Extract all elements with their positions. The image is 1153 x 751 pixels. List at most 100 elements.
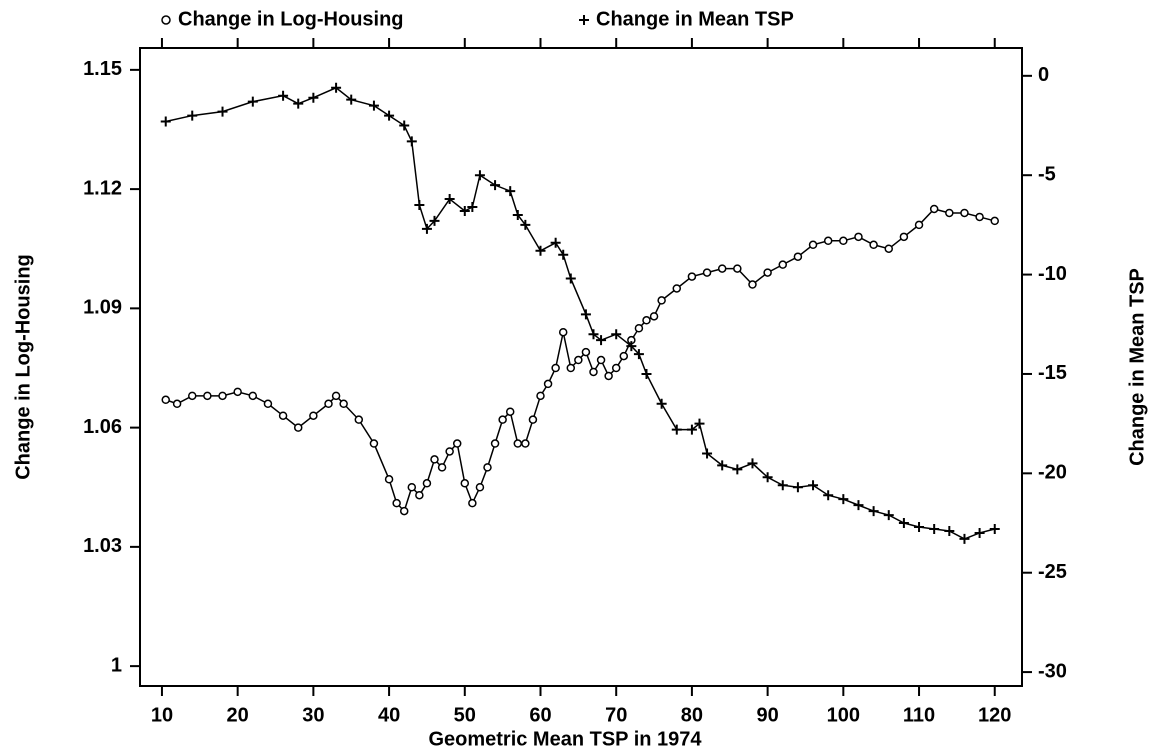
point-marker (914, 521, 925, 532)
point-marker (747, 458, 758, 469)
y2-tick-label: -30 (1038, 660, 1067, 682)
point-marker (974, 527, 985, 538)
point-marker (369, 439, 379, 448)
y-tick-label: 1 (111, 654, 122, 676)
legend-marker (579, 15, 589, 25)
y-tick-label: 1.09 (83, 297, 122, 319)
legend-label: Change in Mean TSP (596, 8, 794, 30)
point-marker (535, 245, 546, 256)
point-marker (596, 335, 607, 346)
point-marker (558, 327, 568, 337)
point-marker (429, 215, 440, 226)
point-marker (581, 347, 591, 357)
y2-tick-label: -15 (1038, 362, 1067, 384)
point-marker (558, 249, 569, 260)
point-marker (656, 398, 667, 409)
point-marker (399, 120, 410, 131)
x-tick-label: 40 (378, 704, 400, 726)
y2-tick-label: 0 (1038, 64, 1049, 86)
y-tick-label: 1.12 (83, 177, 122, 199)
point-marker (331, 391, 341, 401)
point-marker (945, 208, 954, 218)
point-marker (611, 363, 621, 373)
point-marker (823, 236, 833, 246)
x-tick-label: 80 (681, 704, 703, 726)
point-marker (566, 363, 576, 373)
plot-frame (139, 47, 1023, 687)
point-marker (444, 194, 455, 205)
point-marker (588, 329, 599, 340)
y2-tick-label: -25 (1038, 561, 1067, 583)
point-marker (989, 523, 1000, 534)
point-marker (339, 399, 348, 409)
point-marker (596, 355, 606, 365)
point-marker (808, 480, 819, 491)
point-marker (308, 92, 319, 103)
point-marker (604, 371, 613, 381)
point-marker (565, 273, 576, 284)
point-marker (528, 415, 538, 424)
point-marker (468, 498, 477, 508)
point-marker (187, 391, 197, 401)
point-marker (430, 455, 439, 464)
point-marker (474, 170, 485, 181)
point-marker (475, 482, 485, 492)
point-marker (384, 110, 395, 121)
point-marker (929, 523, 940, 534)
point-marker (467, 202, 478, 213)
point-marker (793, 252, 803, 261)
point-marker (263, 399, 273, 409)
point-marker (626, 341, 637, 352)
point-marker (672, 284, 682, 293)
point-marker (445, 447, 454, 456)
point-marker (536, 391, 545, 401)
point-marker (520, 219, 531, 230)
x-tick-label: 50 (454, 704, 476, 726)
point-marker (521, 439, 530, 448)
point-marker (513, 439, 523, 448)
x-tick-label: 70 (605, 704, 627, 726)
point-marker (589, 367, 598, 377)
point-marker (762, 472, 773, 483)
point-marker (732, 464, 743, 475)
point-marker (543, 379, 553, 389)
point-marker (694, 418, 705, 429)
point-marker (293, 423, 303, 432)
point-marker (634, 323, 644, 333)
point-marker (172, 399, 182, 409)
point-marker (914, 220, 924, 230)
point-marker (399, 506, 409, 516)
point-marker (354, 415, 364, 424)
point-marker (854, 232, 863, 242)
point-marker (960, 208, 969, 218)
point-marker (293, 98, 304, 109)
point-marker (550, 237, 561, 248)
point-marker (763, 268, 772, 277)
point-marker (414, 200, 425, 211)
point-marker (421, 223, 432, 234)
point-marker (611, 329, 622, 340)
point-marker (505, 186, 516, 197)
point-marker (309, 411, 318, 420)
point-marker (671, 424, 682, 435)
x-tick-label: 100 (827, 704, 860, 726)
point-marker (717, 264, 727, 273)
point-marker (641, 368, 652, 379)
point-marker (247, 96, 258, 107)
point-marker (574, 355, 583, 365)
x-axis-label: Geometric Mean TSP in 1974 (428, 728, 702, 750)
point-marker (160, 116, 171, 127)
point-marker (161, 395, 170, 405)
point-marker (580, 309, 591, 320)
point-marker (483, 463, 492, 472)
point-marker (777, 480, 788, 491)
point-marker (392, 498, 401, 508)
point-marker (657, 296, 666, 305)
point-marker (619, 351, 629, 361)
x-tick-label: 110 (903, 704, 935, 726)
point-marker (422, 479, 432, 488)
point-marker (778, 260, 788, 269)
x-tick-label: 30 (302, 704, 324, 726)
x-tick-label: 120 (978, 704, 1011, 726)
